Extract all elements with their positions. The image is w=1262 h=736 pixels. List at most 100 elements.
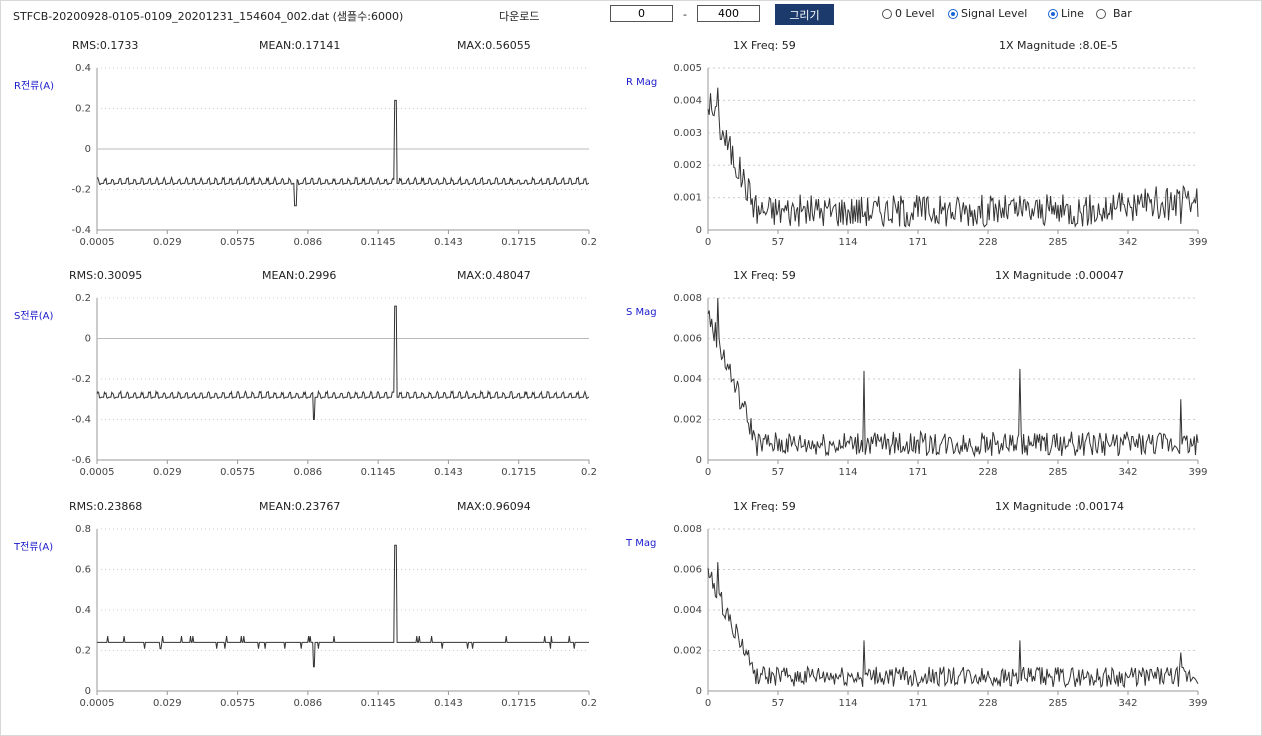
spec-y-axis-label: S Mag	[626, 307, 657, 318]
x-tick-label: 0	[705, 467, 711, 478]
magnitude-value: 1X Magnitude :0.00047	[995, 269, 1124, 282]
x-tick-label: 114	[838, 237, 857, 248]
y-tick-label: 0.004	[673, 605, 702, 616]
radio-selected-icon	[948, 8, 958, 19]
download-button[interactable]: 다운로드	[499, 10, 540, 23]
max-value: MAX:0.56055	[457, 39, 531, 52]
range-end-input[interactable]	[697, 5, 760, 22]
waveform-series-line	[96, 305, 589, 420]
y-tick-label: 0.008	[673, 293, 702, 304]
magnitude-value: 1X Magnitude :8.0E-5	[999, 39, 1118, 52]
y-tick-label: 0.4	[75, 63, 91, 74]
x-tick-label: 114	[838, 698, 857, 709]
y-tick-label: 0.004	[673, 374, 702, 385]
y-tick-label: 0.2	[75, 646, 91, 657]
radio-signal-level[interactable]: Signal Level	[948, 7, 1027, 20]
y-tick-label: 0	[85, 686, 91, 697]
range-start-input[interactable]	[610, 5, 673, 22]
x-tick-label: 57	[772, 237, 785, 248]
freq-value: 1X Freq: 59	[733, 39, 796, 52]
x-tick-label: 0.086	[294, 237, 323, 248]
x-tick-label: 0.2	[581, 237, 597, 248]
x-tick-label: 0.1715	[501, 698, 536, 709]
y-tick-label: 0.6	[75, 565, 91, 576]
radio-zero-level[interactable]: 0 Level	[882, 7, 935, 20]
file-name-label: STFCB-20200928-0105-0109_20201231_154604…	[13, 10, 404, 23]
x-tick-label: 0.1715	[501, 467, 536, 478]
rms-value: RMS:0.1733	[72, 39, 139, 52]
mean-value: MEAN:0.17141	[259, 39, 341, 52]
radio-line[interactable]: Line	[1048, 7, 1084, 20]
y-tick-label: 0.008	[673, 524, 702, 535]
y-tick-label: 0.006	[673, 334, 702, 345]
x-tick-label: 399	[1188, 467, 1207, 478]
x-tick-label: 0.1145	[361, 237, 396, 248]
y-tick-label: 0	[85, 144, 91, 155]
x-tick-label: 0.086	[294, 467, 323, 478]
x-tick-label: 0.0575	[220, 237, 255, 248]
y-tick-label: 0.003	[673, 128, 702, 139]
radio-bar[interactable]: Bar	[1096, 7, 1132, 20]
x-tick-label: 0.1145	[361, 698, 396, 709]
x-tick-label: 0.0575	[220, 698, 255, 709]
x-tick-label: 0.029	[153, 698, 182, 709]
y-tick-label: -0.4	[71, 225, 91, 236]
radio-circle-icon	[882, 8, 892, 19]
max-value: MAX:0.48047	[457, 269, 531, 282]
y-tick-label: 0	[696, 455, 702, 466]
x-tick-label: 171	[908, 237, 927, 248]
x-tick-label: 342	[1118, 237, 1137, 248]
waveform-series-line	[97, 544, 589, 668]
x-tick-label: 0.029	[153, 467, 182, 478]
y-tick-label: 0	[85, 334, 91, 345]
max-value: MAX:0.96094	[457, 500, 531, 513]
x-tick-label: 171	[908, 467, 927, 478]
x-tick-label: 0.2	[581, 698, 597, 709]
rms-value: RMS:0.30095	[69, 269, 143, 282]
spec-y-axis-label: T Mag	[626, 538, 657, 549]
y-tick-label: -0.6	[71, 455, 91, 466]
x-tick-label: 0.086	[294, 698, 323, 709]
draw-button[interactable]: 그리기	[775, 4, 834, 25]
x-tick-label: 0	[705, 698, 711, 709]
x-tick-label: 0.1145	[361, 467, 396, 478]
x-tick-label: 228	[978, 237, 997, 248]
magnitude-value: 1X Magnitude :0.00174	[995, 500, 1124, 513]
y-tick-label: 0.006	[673, 565, 702, 576]
x-tick-label: 0.0005	[80, 467, 115, 478]
x-tick-label: 57	[772, 467, 785, 478]
x-tick-label: 228	[978, 467, 997, 478]
x-tick-label: 57	[772, 698, 785, 709]
y-tick-label: 0	[696, 225, 702, 236]
x-tick-label: 0.0005	[80, 237, 115, 248]
waveform-series-line	[96, 99, 589, 207]
radio-label: Line	[1061, 7, 1084, 20]
y-tick-label: 0.002	[673, 646, 702, 657]
y-tick-label: 0.4	[75, 605, 91, 616]
mean-value: MEAN:0.2996	[262, 269, 337, 282]
y-tick-label: 0.2	[75, 104, 91, 115]
y-tick-label: 0.005	[673, 63, 702, 74]
x-tick-label: 0.029	[153, 237, 182, 248]
y-tick-label: 0.002	[673, 415, 702, 426]
x-tick-label: 0.1715	[501, 237, 536, 248]
radio-label: Bar	[1113, 7, 1132, 20]
radio-label: Signal Level	[961, 7, 1028, 20]
x-tick-label: 399	[1188, 698, 1207, 709]
x-tick-label: 285	[1048, 467, 1067, 478]
freq-value: 1X Freq: 59	[733, 269, 796, 282]
x-tick-label: 0.143	[434, 467, 463, 478]
y-tick-label: 0.002	[673, 160, 702, 171]
x-tick-label: 0.143	[434, 698, 463, 709]
x-tick-label: 0.2	[581, 467, 597, 478]
radio-circle-icon	[1096, 8, 1106, 19]
y-tick-label: -0.4	[71, 415, 91, 426]
wave-y-axis-label: S전류(A)	[14, 311, 54, 322]
x-tick-label: 342	[1118, 467, 1137, 478]
freq-value: 1X Freq: 59	[733, 500, 796, 513]
x-tick-label: 171	[908, 698, 927, 709]
x-tick-label: 0.0575	[220, 467, 255, 478]
spectrum-series-line	[707, 297, 1199, 458]
spec-y-axis-label: R Mag	[626, 77, 658, 88]
